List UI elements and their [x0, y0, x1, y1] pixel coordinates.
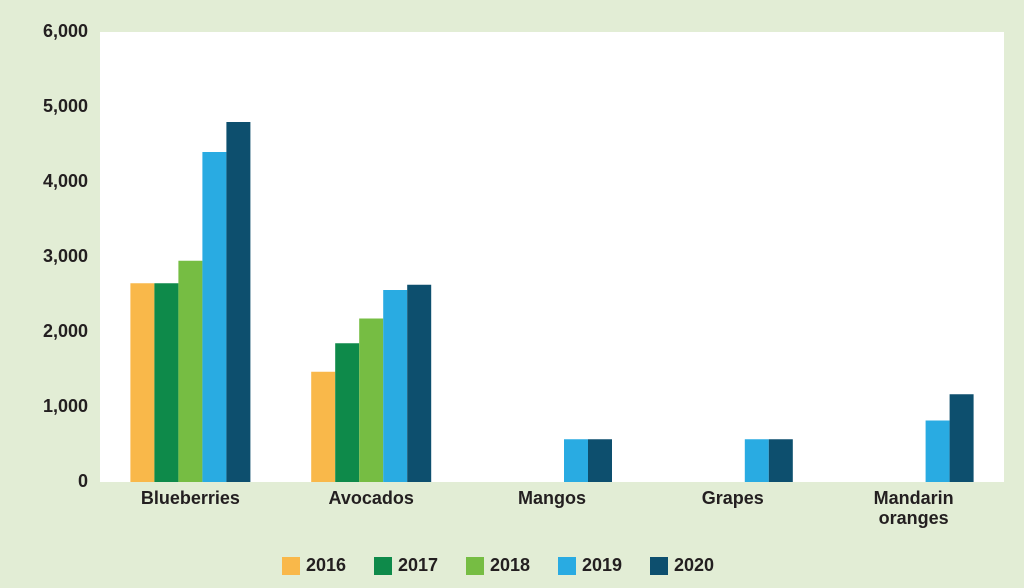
x-tick-label: Mangos	[517, 488, 586, 508]
bar	[407, 284, 432, 482]
x-tick-label: Grapes	[701, 488, 764, 508]
y-tick-label: 2,000	[43, 321, 88, 341]
legend-label: 2016	[306, 555, 346, 575]
legend-label: 2020	[674, 555, 714, 575]
y-tick-label: 0	[78, 471, 88, 491]
bar	[311, 371, 336, 482]
legend-label: 2019	[582, 555, 622, 575]
y-tick-label: 6,000	[43, 21, 88, 41]
bar	[226, 122, 251, 482]
legend-label: 2018	[490, 555, 530, 575]
x-tick-label: Avocados	[328, 488, 414, 508]
bar	[949, 394, 974, 482]
plot-area	[100, 32, 1004, 482]
y-tick-label: 1,000	[43, 396, 88, 416]
legend-swatch	[282, 557, 300, 575]
y-tick-label: 5,000	[43, 96, 88, 116]
x-tick-label: Blueberries	[140, 488, 240, 508]
y-tick-label: 4,000	[43, 171, 88, 191]
bar	[154, 283, 179, 482]
bar	[564, 439, 588, 482]
x-tick-label: Mandarin oranges	[873, 488, 954, 528]
bar	[744, 439, 769, 482]
bar	[359, 318, 384, 482]
bar	[178, 260, 203, 482]
bar	[768, 439, 793, 482]
bar	[383, 290, 408, 482]
legend-swatch	[558, 557, 576, 575]
legend-swatch	[650, 557, 668, 575]
y-tick-label: 3,000	[43, 246, 88, 266]
legend-swatch	[374, 557, 392, 575]
bar	[588, 439, 612, 482]
legend-label: 2017	[398, 555, 438, 575]
bar	[335, 343, 360, 482]
bar	[925, 420, 950, 482]
legend-swatch	[466, 557, 484, 575]
bar	[202, 152, 227, 482]
bar	[130, 283, 155, 482]
